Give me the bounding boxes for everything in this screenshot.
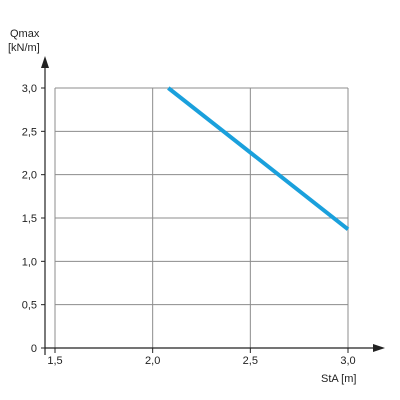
y-tick-label-1: 0,5 [22, 300, 37, 312]
x-tick-label-0: 1,5 [47, 355, 62, 367]
y-axis-title-line1: Qmax [10, 28, 40, 40]
x-axis-arrow [373, 344, 385, 352]
y-axis-arrow [41, 56, 49, 68]
series-line-0 [167, 86, 350, 231]
y-tick-label-0: 0 [31, 343, 37, 355]
y-tick-label-5: 2,5 [22, 126, 37, 138]
y-tick-label-3: 1,5 [22, 213, 37, 225]
axes [41, 56, 385, 355]
y-axis-title-line2: [kN/m] [8, 42, 40, 54]
y-tick-label-2: 1,0 [22, 256, 37, 268]
series-layer [167, 86, 350, 231]
y-tick-label-6: 3,0 [22, 83, 37, 95]
x-tick-label-1: 2,0 [145, 355, 160, 367]
x-tick-label-3: 3,0 [340, 355, 355, 367]
x-tick-label-2: 2,5 [243, 355, 258, 367]
y-tick-label-4: 2,0 [22, 170, 37, 182]
x-axis-title: StA [m] [321, 373, 356, 385]
ticks: 0 0,5 1,0 1,5 2,0 2,5 3,0 1,5 2,0 2,5 3,0 [22, 83, 356, 367]
grid [54, 87, 349, 348]
